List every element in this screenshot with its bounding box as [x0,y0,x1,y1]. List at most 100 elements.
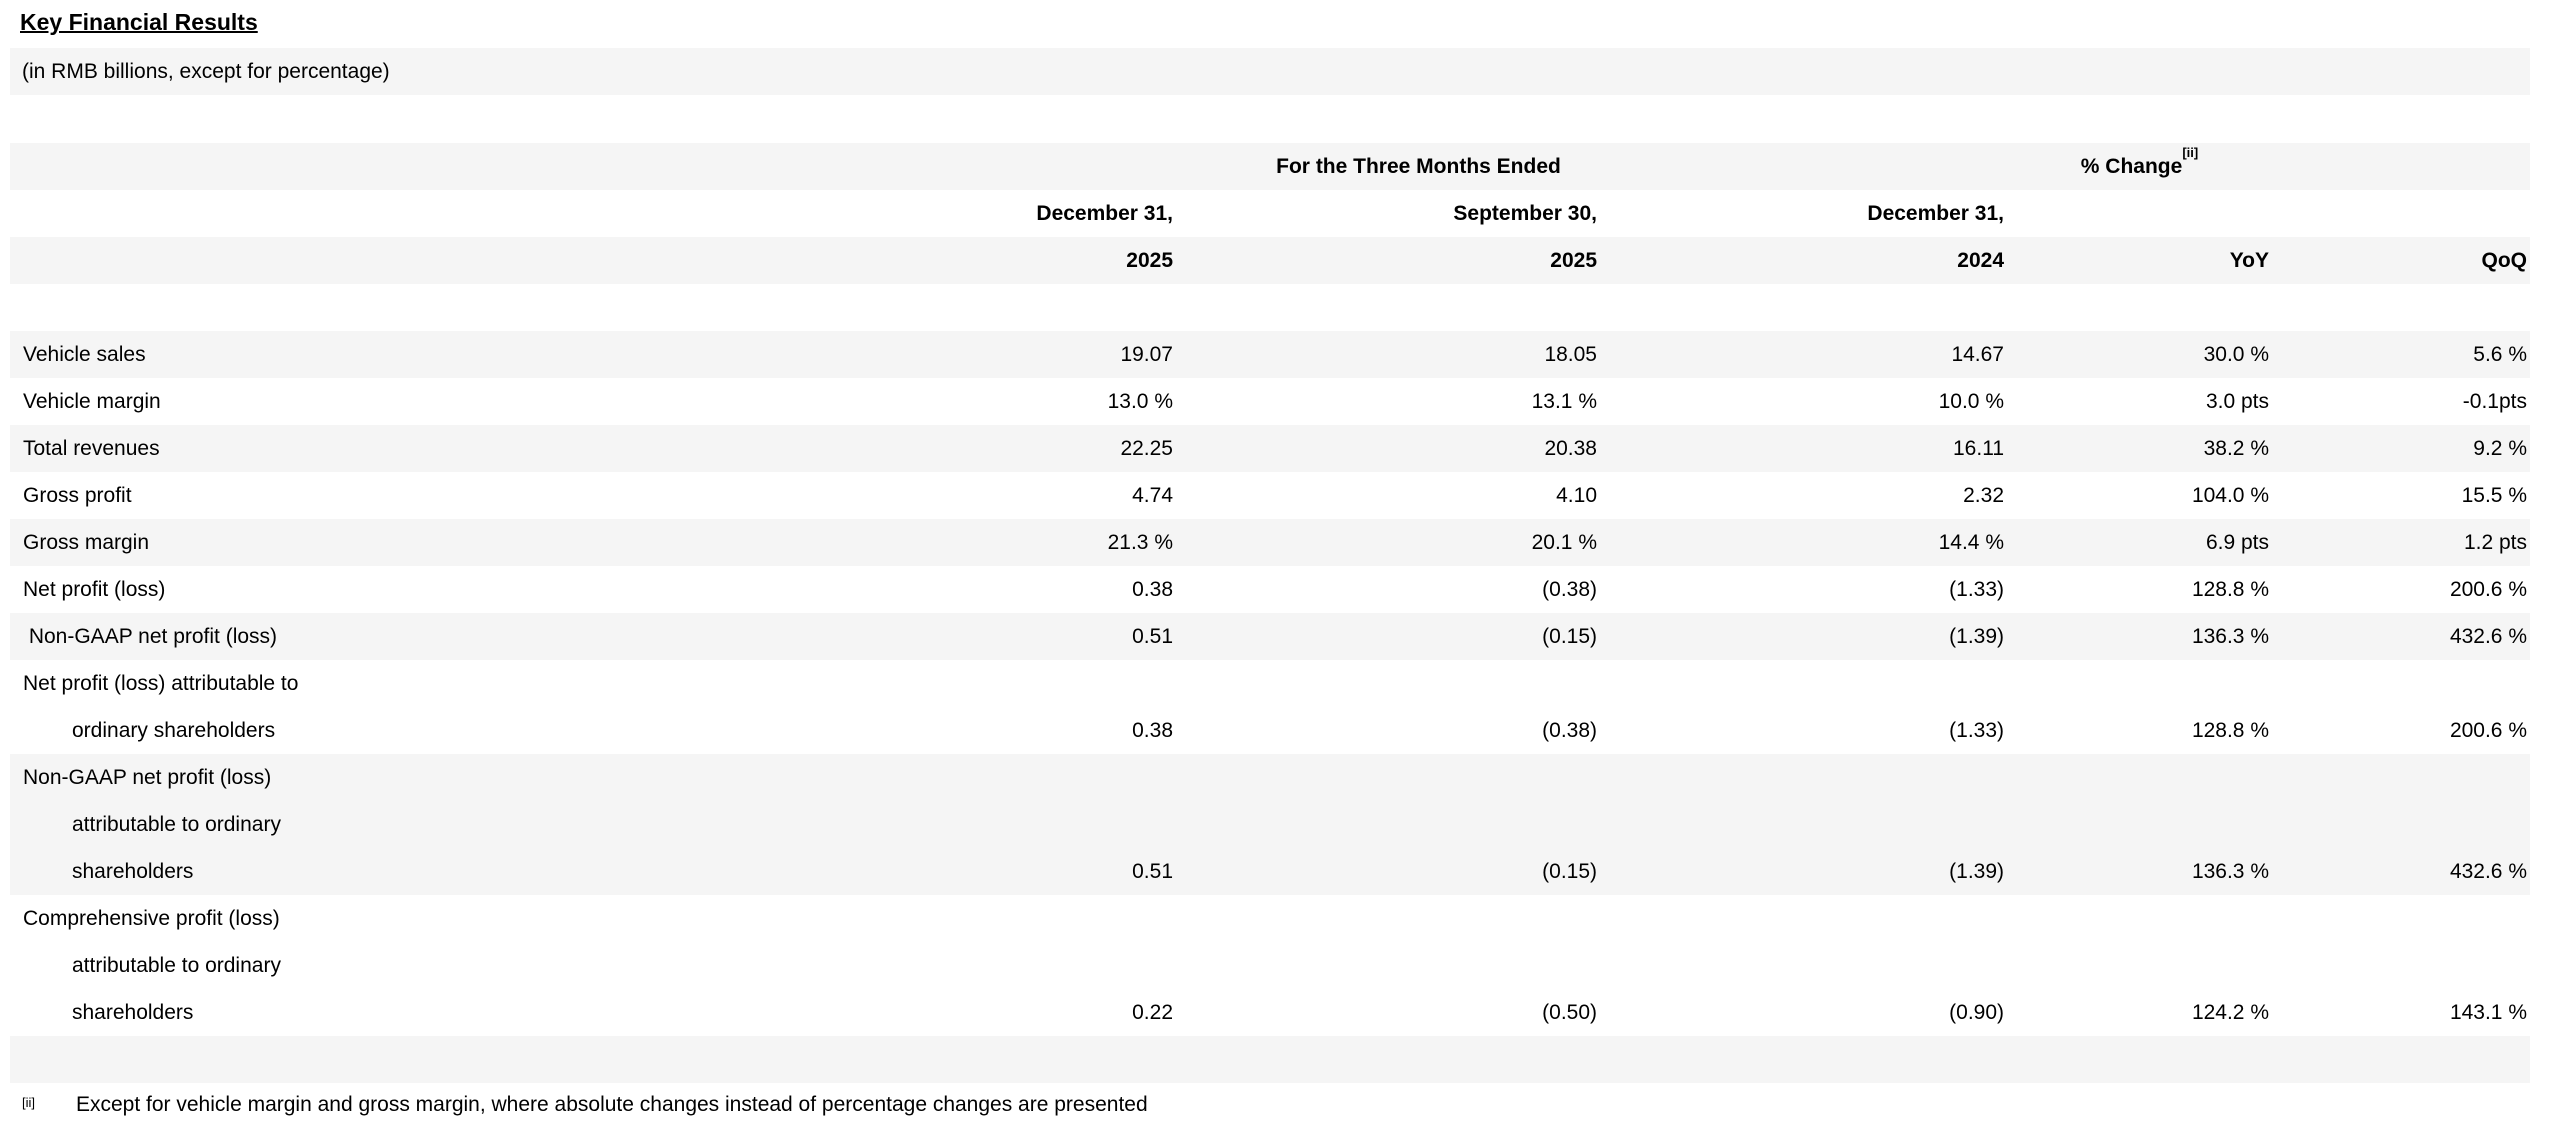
cell-value: 6.9 pts [2205,531,2269,554]
cell-value [2007,754,2272,801]
cell-value [2272,942,2530,989]
empty-cell [10,237,830,284]
cell-value [2272,1036,2530,1083]
table-row: ordinary shareholders 0.38 (0.38) (1.33) 128… [10,707,2530,754]
cell-value: (1.33) [1949,578,2004,601]
cell-value: 10.0 % [1938,390,2004,413]
cell-value: 30.0 % [2203,343,2269,366]
cell-value [2272,660,2530,707]
cell-value [1600,942,2007,989]
cell-value [1600,801,2007,848]
row-label: Gross margin [23,531,150,554]
cell-value: (0.15) [1542,625,1597,648]
col-header-date-3: December 31, [1867,202,2004,225]
cell-value: 104.0 % [2191,484,2269,507]
table-row: Comprehensive profit (loss) [10,895,2530,942]
cell-value: 22.25 [1120,437,1173,460]
key-financial-results-table: For the Three Months Ended % Change[ii] … [10,143,2530,1083]
row-label: ordinary shareholders [72,719,276,742]
cell-value [2007,801,2272,848]
cell-value: 5.6 % [2473,343,2527,366]
table-row: Vehicle margin 13.0 % 13.1 % 10.0 % 3.0 pts -… [10,378,2530,425]
cell-value: 200.6 % [2449,719,2527,742]
table-row: attributable to ordinary [10,942,2530,989]
col-header-year-1: 2025 [1126,249,1173,272]
cell-value: 0.51 [1132,625,1173,648]
cell-value [1600,895,2007,942]
table-row: Total revenues 22.25 20.38 16.11 38.2 % 9.2 % [10,425,2530,472]
change-group-header: % Change[ii] [2007,143,2272,190]
row-label: shareholders [72,860,194,883]
cell-value [2272,895,2530,942]
cell-value [1176,895,1600,942]
spacer [0,95,2560,143]
cell-value: (1.33) [1949,719,2004,742]
cell-value: 4.74 [1132,484,1173,507]
col-header-year-3: 2024 [1957,249,2004,272]
cell-value [1600,284,2007,331]
cell-value: (1.39) [1949,625,2004,648]
row-label: attributable to ordinary [72,813,281,836]
change-group-label: % Change [2080,155,2183,178]
cell-value: 143.1 % [2449,1001,2527,1024]
group-header-row: For the Three Months Ended % Change[ii] [10,143,2530,190]
cell-value: 16.11 [1953,437,2004,460]
subtitle-band: (in RMB billions, except for percentage) [10,48,2530,95]
cell-value: 1.2 pts [2463,531,2527,554]
row-label: Vehicle margin [23,390,161,413]
table-row: Gross margin 21.3 % 20.1 % 14.4 % 6.9 pts 1.2… [10,519,2530,566]
footnote-marker: [ii] [22,1095,35,1110]
cell-value: 38.2 % [2203,437,2269,460]
cell-value: 200.6 % [2449,578,2527,601]
cell-value: (1.39) [1949,860,2004,883]
empty-cell [10,143,830,190]
row-label: shareholders [72,1001,194,1024]
cell-value: 128.8 % [2191,719,2269,742]
footnote-text: Except for vehicle margin and gross marg… [76,1093,1148,1116]
cell-value: (0.38) [1542,719,1597,742]
cell-value: (0.15) [1542,860,1597,883]
cell-value [830,284,1176,331]
table-row: shareholders 0.22 (0.50) (0.90) 124.2 % 143.1… [10,989,2530,1036]
cell-value: 2.32 [1963,484,2004,507]
cell-value: 128.8 % [2191,578,2269,601]
cell-value [830,801,1176,848]
table-row: Gross profit 4.74 4.10 2.32 104.0 % 15.5 % [10,472,2530,519]
row-label: Comprehensive profit (loss) [23,907,280,930]
cell-value: 136.3 % [2191,860,2269,883]
table-row: Vehicle sales 19.07 18.05 14.67 30.0 % 5.6 % [10,331,2530,378]
cell-value: 14.4 % [1938,531,2004,554]
cell-value: 136.3 % [2191,625,2269,648]
table-row: Net profit (loss) 0.38 (0.38) (1.33) 128.8 %… [10,566,2530,613]
cell-value [2272,284,2530,331]
cell-value: 9.2 % [2473,437,2527,460]
table-row: Non-GAAP net profit (loss) [10,754,2530,801]
cell-value: 15.5 % [2461,484,2527,507]
cell-value: 0.22 [1132,1001,1173,1024]
col-header-qoq: QoQ [2481,249,2528,272]
cell-value [2007,1036,2272,1083]
period-group-header: For the Three Months Ended [830,143,2007,190]
cell-value: (0.38) [1542,578,1597,601]
row-label: Total revenues [23,437,160,460]
table-body: Vehicle sales 19.07 18.05 14.67 30.0 % 5.6 % V… [10,284,2530,1083]
empty-cell [2007,190,2272,237]
cell-value [1176,660,1600,707]
cell-value [830,1036,1176,1083]
row-label: Non-GAAP net profit (loss) [23,766,272,789]
col-header-yoy: YoY [2229,249,2269,272]
cell-value [1176,754,1600,801]
col-header-year-2: 2025 [1550,249,1597,272]
row-label [10,1036,830,1083]
cell-value [2007,942,2272,989]
cell-value [2272,801,2530,848]
cell-value [1176,942,1600,989]
cell-value [2007,660,2272,707]
cell-value: (0.50) [1542,1001,1597,1024]
units-note: (in RMB billions, except for percentage) [22,60,390,83]
row-label: Net profit (loss) attributable to [23,672,299,695]
cell-value: -0.1pts [2462,390,2527,413]
cell-value [1176,801,1600,848]
title-row: Key Financial Results [0,0,2560,48]
